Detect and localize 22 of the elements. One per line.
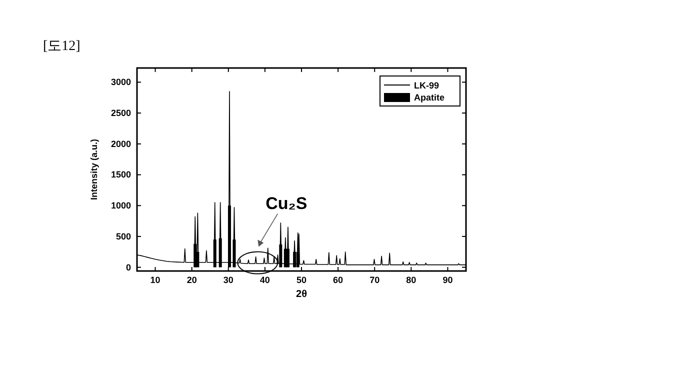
- legend-label: Apatite: [414, 92, 445, 102]
- x-tick-label: 60: [333, 275, 344, 285]
- x-tick-label: 20: [186, 275, 197, 285]
- y-tick-label: 3000: [110, 77, 131, 88]
- y-tick-label: 1000: [110, 200, 131, 211]
- y-tick-label: 0: [126, 262, 131, 272]
- x-tick-label: 80: [406, 275, 416, 285]
- y-tick-label: 1500: [110, 170, 131, 180]
- legend-label: LK-99: [414, 80, 440, 90]
- x-axis-title: 2θ: [296, 289, 307, 300]
- x-tick-label: 90: [442, 275, 453, 285]
- y-tick-label: 500: [116, 231, 131, 242]
- x-tick-label: 10: [150, 275, 160, 285]
- y-axis-title: Intensity (a.u.): [89, 138, 99, 200]
- annotation: Cu₂S: [266, 194, 308, 213]
- y-tick-label: 2000: [110, 138, 131, 149]
- x-tick-label: 30: [223, 275, 234, 285]
- y-tick-label: 2500: [110, 108, 131, 118]
- x-tick-label: 40: [260, 275, 270, 285]
- chart-title: [도12]: [43, 39, 80, 54]
- x-tick-label: 50: [296, 275, 307, 285]
- x-tick-label: 70: [370, 275, 380, 285]
